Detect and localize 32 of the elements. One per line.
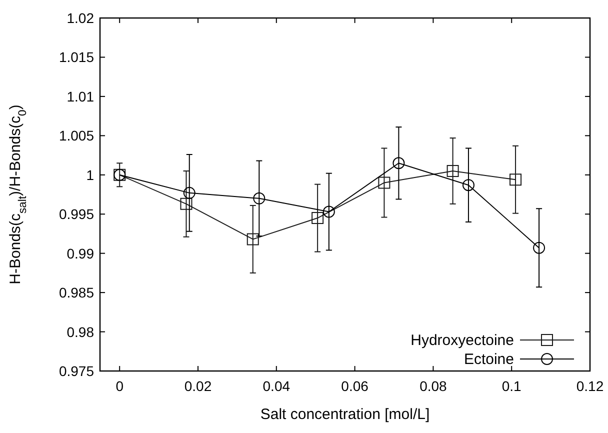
- point: [246, 233, 259, 246]
- point: [533, 242, 546, 254]
- x-tick-label: 0.02: [184, 378, 212, 394]
- x-tick-label: 0.08: [420, 378, 448, 394]
- point: [510, 174, 522, 186]
- legend-label: Ectoine: [464, 351, 514, 368]
- x-tick-label: 0: [116, 378, 124, 394]
- y-tick-label: 0.99: [66, 245, 94, 262]
- point: [312, 212, 324, 224]
- y-tick-label: 1: [86, 166, 94, 183]
- x-tick-label: 0.04: [262, 378, 290, 394]
- y-tick-label: 1.005: [58, 128, 94, 144]
- x-tick-label: 0.06: [341, 378, 369, 394]
- legend-label: Hydroxyectoine: [410, 332, 514, 349]
- point: [378, 176, 390, 189]
- y-tick-label: 1.015: [58, 49, 94, 66]
- point: [180, 198, 192, 210]
- x-tick-label: 0.1: [502, 378, 522, 394]
- y-tick-label: 0.98: [66, 324, 94, 340]
- y-tick-label: 1.02: [66, 10, 94, 26]
- y-tick-label: 0.995: [58, 206, 94, 222]
- point: [183, 186, 196, 199]
- y-tick-label: 0.985: [58, 284, 94, 301]
- point: [322, 206, 335, 218]
- x-axis-title: Salt concentration [mol/L]: [260, 406, 430, 423]
- y-tick-label: 1.01: [66, 88, 94, 104]
- x-tick-label: 0.12: [576, 378, 604, 394]
- point: [462, 179, 474, 192]
- point: [392, 157, 405, 170]
- y-tick-label: 0.975: [58, 363, 94, 379]
- point: [253, 192, 266, 204]
- point: [446, 164, 459, 177]
